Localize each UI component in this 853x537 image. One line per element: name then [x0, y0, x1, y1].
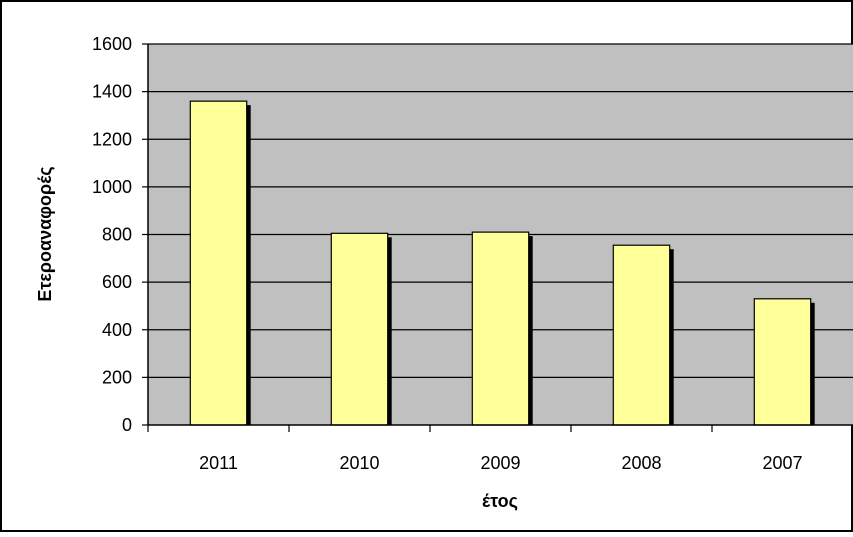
- axes: [142, 43, 853, 432]
- y-axis-title: Ετεροαναφορές: [35, 166, 55, 301]
- bar-2009: [471, 231, 530, 426]
- x-tick-label: 2007: [762, 453, 802, 473]
- y-tick-label: 1000: [92, 177, 132, 197]
- y-tick-label: 800: [102, 225, 132, 245]
- bar-2011: [189, 100, 248, 426]
- x-tick-label: 2010: [339, 453, 379, 473]
- x-tick-label: 2009: [480, 453, 520, 473]
- y-axis-tick-labels: 0 200 400 600 800 1000 1200 1400 1600: [92, 34, 132, 435]
- y-tick-label: 600: [102, 272, 132, 292]
- y-tick-label: 1200: [92, 129, 132, 149]
- y-tick-label: 1400: [92, 82, 132, 102]
- bars: [189, 100, 815, 426]
- x-axis-title: έτος: [482, 491, 518, 511]
- y-tick-label: 400: [102, 320, 132, 340]
- bar-2008: [612, 244, 671, 426]
- y-tick-label: 0: [122, 415, 132, 435]
- x-tick-label: 2011: [199, 453, 238, 473]
- bar-2007: [753, 298, 812, 426]
- y-tick-label: 1600: [92, 34, 132, 54]
- x-axis-tick-labels: 2011 2010 2009 2008 2007: [199, 453, 802, 473]
- x-tick-label: 2008: [621, 453, 661, 473]
- bar-2010: [330, 232, 389, 426]
- y-tick-label: 200: [102, 367, 132, 387]
